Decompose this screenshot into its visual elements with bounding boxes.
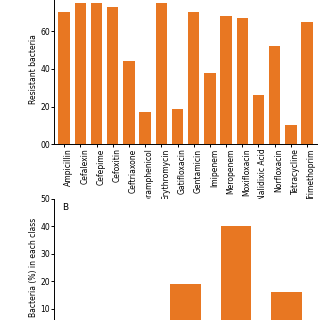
Bar bbox=[269, 46, 280, 144]
X-axis label: Antibiotics tested: Antibiotics tested bbox=[143, 216, 228, 226]
Y-axis label: Bacteria (%) in each class: Bacteria (%) in each class bbox=[29, 218, 38, 317]
Bar bbox=[188, 12, 199, 144]
Text: B: B bbox=[62, 203, 68, 212]
Bar bbox=[107, 7, 118, 144]
Bar bbox=[204, 73, 216, 144]
Bar bbox=[75, 3, 86, 144]
Bar bbox=[140, 112, 151, 144]
Bar bbox=[220, 16, 232, 144]
Bar bbox=[171, 284, 201, 320]
Bar bbox=[156, 3, 167, 144]
Bar bbox=[271, 292, 302, 320]
Bar bbox=[172, 108, 183, 144]
Bar bbox=[285, 125, 297, 144]
Bar bbox=[221, 226, 251, 320]
Bar bbox=[91, 3, 102, 144]
Bar bbox=[253, 95, 264, 144]
Y-axis label: Resistant bacteria: Resistant bacteria bbox=[29, 34, 38, 104]
Bar bbox=[301, 22, 313, 144]
Bar bbox=[236, 18, 248, 144]
Bar bbox=[123, 61, 135, 144]
Bar bbox=[59, 12, 70, 144]
